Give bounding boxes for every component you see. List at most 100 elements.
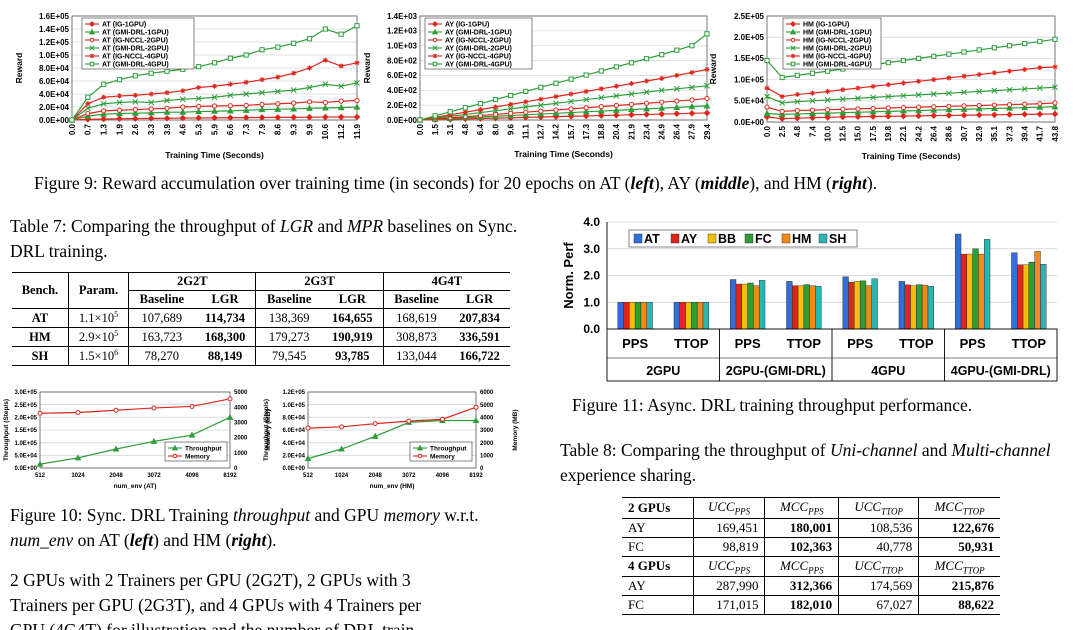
data-point [227,55,233,61]
data-point [659,52,665,58]
fig11-chart: 0.0 1.0 2.0 3.0 4.0 Norm. Perf PPS TTOP PPS TTOP P… [561,215,1058,382]
data-point [195,107,203,115]
x-tick-label: 11.1 [522,123,531,139]
data-point [946,51,952,57]
legend-label: AT (GMI-DRL-2GPU) [102,45,169,52]
data-point [1006,68,1013,74]
data-point [568,98,575,105]
data-point [854,108,862,115]
group-label: 2GPU [646,364,680,378]
y2-tick-label: 0 [234,466,238,472]
data-point [147,115,155,122]
data-point [338,31,344,37]
data-point [794,91,800,98]
data-point [188,431,196,438]
x-tick-label: 41.7 [1036,125,1045,141]
data-point [1036,85,1043,92]
data-point [763,109,771,117]
data-point [304,454,312,461]
bar [1040,264,1047,330]
data-point [778,110,786,117]
data-point [148,99,155,106]
data-point [869,108,877,115]
legend-label: HM (GMI-DRL-2GPU) [803,45,872,52]
data-point [704,95,710,102]
data-point [674,72,680,79]
data-point [431,20,439,28]
x-tick-label: 1.5 [431,123,440,135]
data-point [794,72,800,78]
y-tick-label: 1.0E+05 [282,403,305,409]
bar [927,285,934,330]
data-point [884,112,892,120]
data-point [583,105,589,111]
value-cell: 308,873 [382,327,450,347]
data-point [243,79,249,85]
data-point [259,47,265,53]
data-point [703,109,711,117]
value-cell: 171,015 [692,595,765,615]
legend-swatch [744,233,754,244]
value-cell: 166,722 [459,348,500,363]
row-label: FC [628,597,644,613]
data-point [991,102,997,108]
data-point [290,105,298,112]
value-cell: 207,834 [459,310,500,325]
y2-axis-title: Memory (MB) [265,409,272,450]
x-tick-label: 2.6 [131,123,140,135]
data-point [132,115,139,122]
data-point [688,102,696,110]
data-point [148,91,154,97]
column-header: UCCTTOP [838,497,919,519]
data-point [658,110,665,118]
data-point [258,114,266,121]
x-tick-label: 4.8 [793,125,802,137]
data-point [778,115,786,122]
data-point [809,70,816,76]
data-point [1022,101,1028,107]
data-point [552,109,560,116]
column-header: UCCPPS [692,556,765,577]
data-point [523,109,529,115]
bar [898,281,905,330]
fig9-caption: Figure 9: Reward accumulation over train… [34,173,878,193]
value-cell: 79,545 [255,346,322,366]
data-point [900,92,907,99]
y-axis-title: Norm. Perf [561,242,576,309]
data-point [869,113,877,120]
x-tick-label: 1.9 [115,123,124,135]
legend-label: AT (IG-NCCL-2GPU) [102,37,168,44]
bar [972,248,979,330]
data-point [991,70,997,76]
data-point [322,26,328,32]
data-point [492,107,499,114]
bar [1011,252,1018,330]
data-point [840,106,846,112]
data-point [179,108,187,115]
data-point [613,92,620,99]
data-point [180,104,186,110]
bar [735,283,743,330]
y2-tick-label: 0 [480,466,484,472]
data-point [1006,86,1013,93]
data-point [354,23,360,29]
data-point [171,444,179,451]
data-point [885,93,892,100]
x-tick-label: 21.9 [627,123,636,139]
data-point [196,103,202,109]
data-point [477,112,484,119]
legend-label: HM (IG-NCCL-2GPU) [803,37,871,44]
legend-label: AT (GMI-DRL-1GPU) [102,29,169,36]
data-point [507,105,514,112]
data-point [101,108,107,114]
x-tick-label: 4096 [436,473,450,479]
data-point [447,109,453,115]
y-axis-title: Throughput (Step/s) [263,399,270,461]
data-point [227,81,233,87]
legend-label: AY (IG-NCCL-2GPU) [445,37,511,44]
data-point [290,87,297,94]
data-point [275,44,281,50]
data-point [991,45,997,51]
data-point [211,107,218,114]
data-point [89,61,95,67]
